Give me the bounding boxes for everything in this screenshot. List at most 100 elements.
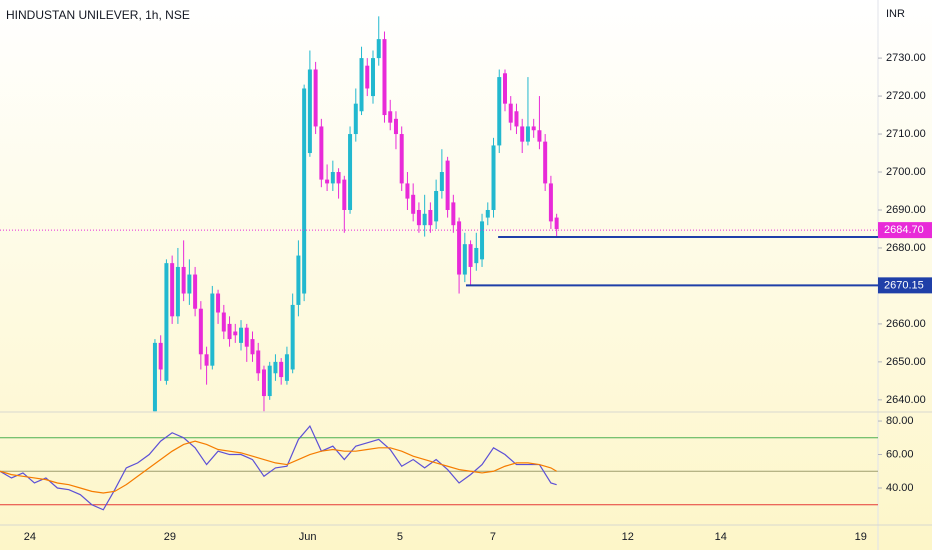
x-tick-label: 7 (490, 531, 496, 543)
y-tick-label: 2700.00 (886, 166, 926, 178)
candle-body (508, 103, 513, 123)
candle-body (221, 312, 226, 332)
candle-body (525, 126, 530, 142)
y-tick-label: 2690.00 (886, 204, 926, 216)
candle-body (462, 244, 467, 275)
candle-body (416, 209, 421, 226)
candle-body (353, 103, 358, 135)
candle-body (348, 134, 353, 210)
x-tick-label: 29 (164, 531, 176, 543)
candle-body (480, 221, 485, 260)
y-tick-label: 2710.00 (886, 128, 926, 140)
candle-body (376, 39, 381, 59)
candle-body (554, 217, 559, 229)
candle-body (204, 354, 209, 366)
last-price-label-bg (878, 222, 932, 239)
candle-body (439, 172, 444, 192)
candle-body (210, 293, 215, 366)
x-tick-label: 19 (855, 531, 867, 543)
candle-body (371, 58, 376, 97)
x-tick-label: 12 (622, 531, 634, 543)
candle-body (531, 126, 536, 131)
candle-body (256, 350, 261, 374)
rsi-line (0, 440, 557, 494)
candle-body (233, 331, 238, 336)
x-tick-label: 5 (397, 531, 403, 543)
candle-body (411, 194, 416, 214)
candle-body (250, 339, 255, 355)
candle-body (520, 126, 525, 142)
y-tick-label: 2720.00 (886, 90, 926, 102)
rsi-y-tick-label: 60.00 (886, 448, 914, 460)
candle-body (244, 327, 249, 347)
rsi-line (0, 424, 557, 511)
candle-body (279, 361, 284, 378)
candle-body (514, 111, 519, 127)
x-tick-label: 14 (715, 531, 727, 543)
candle-body (497, 77, 502, 146)
candle-body (227, 323, 232, 340)
candle-body (239, 327, 244, 343)
rsi-y-tick-label: 40.00 (886, 482, 914, 494)
chart-title: HINDUSTAN UNILEVER, 1h, NSE (6, 8, 190, 22)
candle-body (468, 244, 473, 267)
candle-body (405, 183, 410, 199)
candle-body (307, 69, 312, 154)
candle-body (388, 111, 393, 123)
currency: INR (886, 8, 905, 20)
y-tick-label: 2650.00 (886, 356, 926, 368)
candle-body (336, 172, 341, 184)
candle-body (302, 88, 307, 294)
candle-body (290, 304, 295, 370)
candle-body (491, 145, 496, 210)
y-tick-label: 2640.00 (886, 394, 926, 406)
candle-body (170, 263, 175, 317)
candle-body (428, 209, 433, 226)
candle-body (457, 221, 462, 275)
candle-body (284, 354, 289, 381)
candle-body (365, 65, 370, 89)
y-tick-label: 2730.00 (886, 52, 926, 64)
candle-body (193, 274, 198, 309)
candle-body (216, 293, 221, 313)
candle-body (434, 191, 439, 222)
candle-body (267, 365, 272, 397)
last-price-label: 2684.70 (884, 224, 924, 236)
candle-body (261, 369, 266, 397)
candle-body (451, 202, 456, 226)
candle-body (325, 179, 330, 184)
x-tick-label: 24 (24, 531, 36, 543)
candle-body (181, 266, 186, 294)
candle-body (152, 342, 157, 412)
candle-body (273, 361, 278, 374)
candle-body (164, 263, 169, 381)
candle-body (359, 58, 364, 112)
candle-body (393, 118, 398, 135)
x-tick-label: Jun (299, 531, 317, 543)
candle-body (548, 183, 553, 222)
candle-body (198, 308, 203, 355)
candle-body (330, 172, 335, 184)
candle-body (319, 126, 324, 180)
level-label: 2670.15 (884, 279, 924, 291)
candle-body (175, 266, 180, 317)
candle-body (342, 179, 347, 210)
candle-body (445, 160, 450, 210)
candle-body (313, 69, 318, 127)
candle-body (502, 73, 507, 104)
y-tick-label: 2680.00 (886, 242, 926, 254)
candle-body (474, 247, 479, 264)
y-tick-label: 2660.00 (886, 318, 926, 330)
candle-body (296, 255, 301, 305)
level-label-bg (878, 277, 932, 294)
candle-body (158, 342, 163, 370)
candle-body (485, 209, 490, 218)
candle-body (537, 130, 542, 142)
rsi-y-tick-label: 80.00 (886, 415, 914, 427)
candle-body (543, 141, 548, 184)
candle-body (399, 134, 404, 184)
candle-body (422, 213, 427, 226)
candle-body (187, 274, 192, 294)
